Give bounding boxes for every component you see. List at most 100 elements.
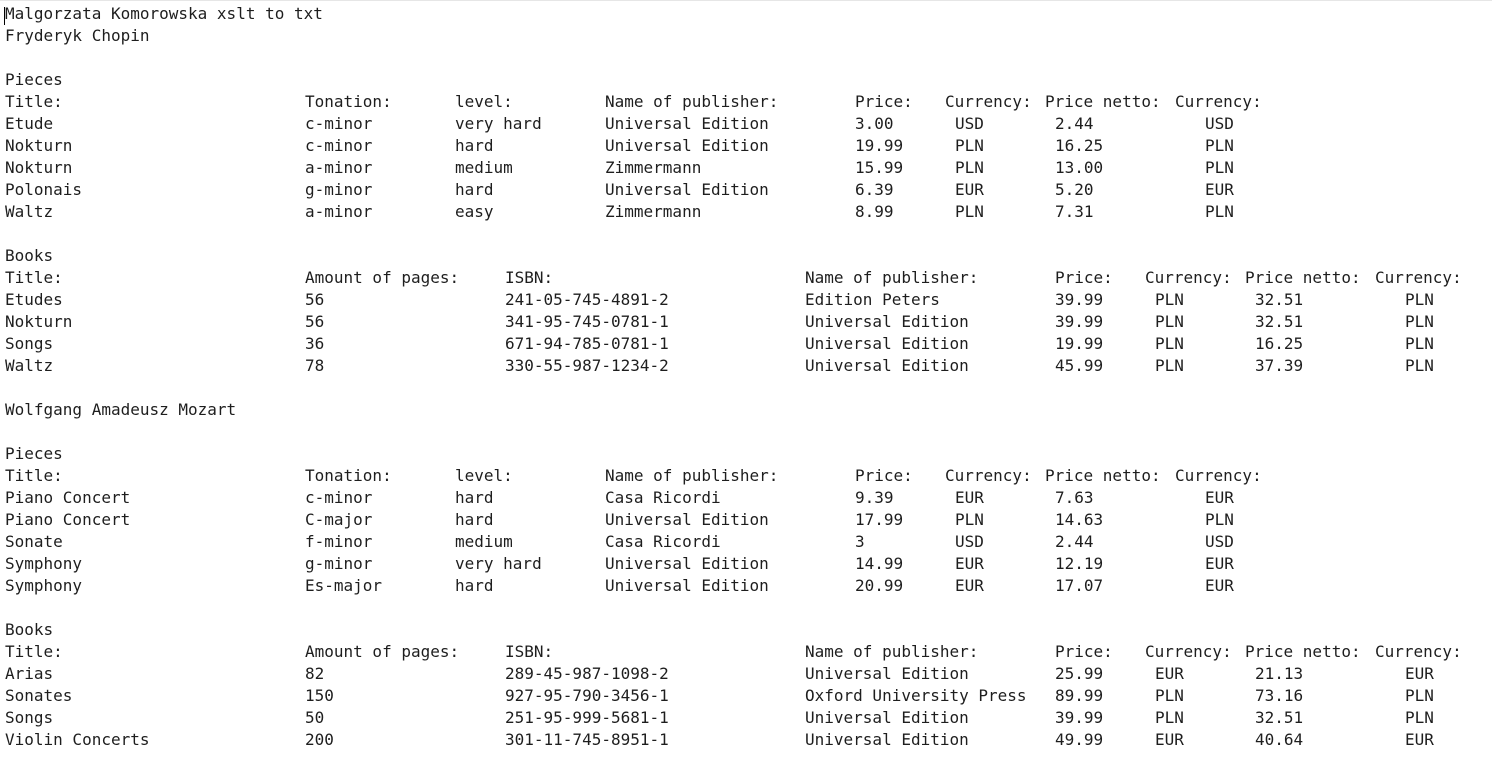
cell: Title:: [5, 642, 63, 661]
piece-row: Nokturn a-minor medium Zimmermann 15.99 PLN 13…: [5, 157, 1485, 179]
cell: 13.00: [1055, 158, 1104, 177]
cell: easy: [455, 202, 494, 221]
book-row: Violin Concerts 200 301-11-745-8951-1 Unive…: [5, 729, 1485, 751]
piece-row: Waltz a-minor easy Zimmermann 8.99 PLN 7.31 PLN: [5, 201, 1485, 223]
book-row: Songs 36 671-94-785-0781-1 Universal Editio…: [5, 333, 1485, 355]
cell: PLN: [1205, 510, 1234, 529]
cell: 289-45-987-1098-2: [505, 664, 669, 683]
cell: 25.99: [1055, 664, 1104, 683]
cell: PLN: [1405, 312, 1434, 331]
cell: 17.99: [855, 510, 904, 529]
cell: PLN: [1155, 334, 1184, 353]
cell: Etudes: [5, 290, 63, 309]
cell: Currency:: [1375, 268, 1462, 287]
cell: 32.51: [1255, 312, 1304, 331]
cell: Amount of pages:: [305, 268, 460, 287]
blank-line: [5, 377, 1485, 399]
cell: 19.99: [1055, 334, 1104, 353]
cell: EUR: [1155, 730, 1184, 749]
cell: Es-major: [305, 576, 383, 595]
cell: Universal Edition: [805, 664, 969, 683]
cell: EUR: [1205, 554, 1234, 573]
cell: Currency:: [1145, 268, 1232, 287]
text-editor-content[interactable]: Malgorzata Komorowska xslt to txt Frydery…: [5, 3, 1485, 751]
cell: USD: [955, 532, 984, 551]
cell: 301-11-745-8951-1: [505, 730, 669, 749]
cell: Universal Edition: [605, 136, 769, 155]
cell: 50: [305, 708, 325, 727]
cell: Nokturn: [5, 136, 73, 155]
cell: Polonais: [5, 180, 83, 199]
cell: Price netto:: [1245, 642, 1361, 661]
cell: medium: [455, 158, 513, 177]
window-top-border: [0, 0, 1492, 1]
cell: 2.44: [1055, 114, 1094, 133]
piece-row: Symphony g-minor very hard Universal Editio…: [5, 553, 1485, 575]
cell: Tonation:: [305, 92, 392, 111]
cell: Name of publisher:: [805, 268, 979, 287]
cell: PLN: [1405, 708, 1434, 727]
cell: Name of publisher:: [605, 92, 779, 111]
book-row: Songs 50 251-95-999-5681-1 Universal Editio…: [5, 707, 1485, 729]
cell: Sonates: [5, 686, 73, 705]
cell: Nokturn: [5, 312, 73, 331]
cell: 12.19: [1055, 554, 1104, 573]
cell: 39.99: [1055, 708, 1104, 727]
cell: c-minor: [305, 488, 373, 507]
cell: medium: [455, 532, 513, 551]
cell: Currency:: [1145, 642, 1232, 661]
cell: g-minor: [305, 554, 373, 573]
cell: Waltz: [5, 202, 54, 221]
piece-row: Piano Concert c-minor hard Casa Ricordi 9.39…: [5, 487, 1485, 509]
cell: PLN: [955, 136, 984, 155]
cell: 16.25: [1255, 334, 1304, 353]
cell: Price netto:: [1045, 92, 1161, 111]
cell: Currency:: [1175, 92, 1262, 111]
book-row: Waltz 78 330-55-987-1234-2 Universal Editio…: [5, 355, 1485, 377]
cell: level:: [455, 92, 513, 111]
blank-line: [5, 597, 1485, 619]
cell: Title:: [5, 466, 63, 485]
cell: 330-55-987-1234-2: [505, 356, 669, 375]
cell: Edition Peters: [805, 290, 940, 309]
cell: 32.51: [1255, 708, 1304, 727]
cell: Currency:: [945, 92, 1032, 111]
cell: 20.99: [855, 576, 904, 595]
cell: ISBN:: [505, 268, 554, 287]
cell: 7.63: [1055, 488, 1094, 507]
cell: Price:: [855, 92, 913, 111]
cell: PLN: [1155, 312, 1184, 331]
cell: Tonation:: [305, 466, 392, 485]
cell: Universal Edition: [805, 730, 969, 749]
cell: 45.99: [1055, 356, 1104, 375]
cell: EUR: [955, 180, 984, 199]
piece-row: Etude c-minor very hard Universal Edition 3.…: [5, 113, 1485, 135]
cell: hard: [455, 136, 494, 155]
cell: c-minor: [305, 114, 373, 133]
cell: PLN: [1155, 356, 1184, 375]
piece-row: Piano Concert C-major hard Universal Editio…: [5, 509, 1485, 531]
cell: 14.63: [1055, 510, 1104, 529]
cell: Songs: [5, 708, 54, 727]
cell: Casa Ricordi: [605, 488, 721, 507]
cell: PLN: [1405, 356, 1434, 375]
cell: 200: [305, 730, 334, 749]
cell: 3.00: [855, 114, 894, 133]
book-row: Etudes 56 241-05-745-4891-2 Edition Peters 3…: [5, 289, 1485, 311]
cell: 21.13: [1255, 664, 1304, 683]
cell: 927-95-790-3456-1: [505, 686, 669, 705]
cell: 37.39: [1255, 356, 1304, 375]
cell: USD: [1205, 114, 1234, 133]
piece-row: Sonate f-minor medium Casa Ricordi 3 USD 2.44 U…: [5, 531, 1485, 553]
cell: PLN: [1405, 686, 1434, 705]
blank-line: [5, 223, 1485, 245]
cell: USD: [1205, 532, 1234, 551]
cell: Price netto:: [1245, 268, 1361, 287]
cell: 15.99: [855, 158, 904, 177]
cell: Currency:: [1175, 466, 1262, 485]
cell: 78: [305, 356, 325, 375]
cell: PLN: [1205, 158, 1234, 177]
cell: 32.51: [1255, 290, 1304, 309]
cell: a-minor: [305, 158, 373, 177]
cell: very hard: [455, 114, 542, 133]
